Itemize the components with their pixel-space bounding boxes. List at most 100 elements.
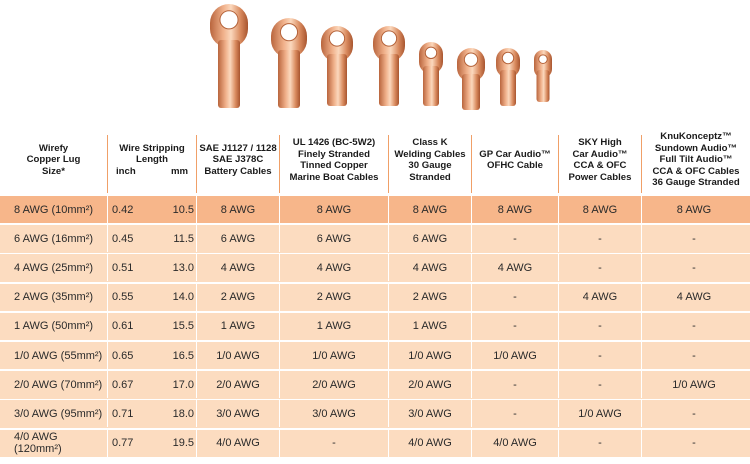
cell-divider (196, 254, 197, 282)
header-text: Finely Stranded (298, 148, 370, 160)
cell-divider (107, 400, 108, 428)
cell-divider (196, 225, 197, 253)
cell-ul: 1/0 AWG (312, 349, 356, 362)
cell-sae: 6 AWG (220, 232, 256, 245)
cell-inch: 0.51 (112, 261, 134, 274)
cell-divider (107, 371, 108, 399)
header-text: 36 Gauge Stranded (652, 177, 740, 189)
cell-gp: 4 AWG (497, 261, 533, 274)
cell-divider (471, 196, 472, 223)
header-divider (558, 135, 559, 193)
cell-inch: 0.45 (112, 232, 134, 245)
cell-gp: 4/0 AWG (493, 437, 537, 450)
cell-divider (471, 371, 472, 399)
header-divider (388, 135, 389, 193)
cell-inch: 0.61 (112, 320, 134, 333)
cell-sky: - (598, 349, 602, 362)
cell-divider (558, 196, 559, 223)
header-text: Full Tilt Audio™ (659, 154, 733, 166)
cell-sky: 8 AWG (582, 203, 618, 216)
copper-lug-icon (534, 50, 552, 102)
cell-divider (471, 254, 472, 282)
header-divider (107, 135, 108, 193)
cell-sky: 4 AWG (582, 291, 618, 304)
table-row: 1/0 AWG (55mm²) 0.65 16.5 1/0 AWG 1/0 AWG 1/0… (0, 342, 750, 371)
table-row: 3/0 AWG (95mm²) 0.71 18.0 3/0 AWG 3/0 AWG 3/0… (0, 400, 750, 429)
cell-knu: - (692, 437, 696, 450)
cell-size: 8 AWG (10mm²) (14, 203, 94, 216)
cell-mm: 10.5 (172, 203, 194, 216)
cell-gp: - (513, 291, 517, 304)
cell-divider (279, 225, 280, 253)
table-row: 1 AWG (50mm²) 0.61 15.5 1 AWG 1 AWG 1 AWG - - - (0, 312, 750, 342)
cell-ul: - (332, 437, 336, 450)
cell-classk: 2 AWG (412, 291, 448, 304)
cell-divider (641, 254, 642, 282)
cell-size: 4 AWG (25mm²) (14, 261, 94, 274)
cell-divider (107, 312, 108, 340)
header-unit-mm: mm (170, 165, 188, 177)
cell-divider (279, 283, 280, 311)
cell-ul: 2 AWG (316, 291, 352, 304)
cell-divider (388, 283, 389, 311)
table-row: 2/0 AWG (70mm²) 0.67 17.0 2/0 AWG 2/0 AWG 2/0… (0, 371, 750, 400)
header-text: Wirefy (38, 142, 69, 154)
cell-divider (388, 254, 389, 282)
cell-divider (641, 196, 642, 223)
cell-divider (641, 429, 642, 457)
cell-inch: 0.71 (112, 407, 134, 420)
header-text: Car Audio™ (572, 148, 628, 160)
cell-divider (641, 312, 642, 340)
header-text: OFHC Cable (487, 160, 543, 171)
cell-inch: 0.42 (112, 203, 134, 216)
cell-sky: - (598, 437, 602, 450)
header-text: Stranded (409, 171, 451, 183)
cell-sae: 1/0 AWG (216, 349, 260, 362)
cell-mm: 14.0 (172, 291, 194, 304)
copper-lug-icon (210, 4, 552, 110)
cell-ul: 6 AWG (316, 232, 352, 245)
header-text: SKY High (578, 137, 622, 148)
header-divider (641, 135, 642, 193)
cell-classk: 4/0 AWG (408, 437, 452, 450)
cell-divider (107, 254, 108, 282)
copper-lugs-image (0, 0, 750, 120)
cell-mm: 16.5 (172, 349, 194, 362)
cell-gp: - (513, 378, 517, 391)
cell-mm: 18.0 (172, 407, 194, 420)
cell-sae: 1 AWG (220, 320, 256, 333)
cell-classk: 1 AWG (412, 320, 448, 333)
cell-divider (196, 283, 197, 311)
header-lug-size: Wirefy Copper Lug Size* (0, 127, 107, 193)
header-text: Sundown Audio™ (654, 142, 738, 154)
cell-divider (279, 342, 280, 369)
cell-size: 2 AWG (35mm²) (14, 291, 94, 304)
cell-divider (558, 225, 559, 253)
copper-lug-icon (496, 48, 520, 106)
cell-divider (107, 342, 108, 369)
lug-size-table: Wirefy Copper Lug Size* Wire Stripping L… (0, 120, 750, 464)
cell-divider (196, 429, 197, 457)
cell-ul: 1 AWG (316, 320, 352, 333)
cell-mm: 13.0 (172, 261, 194, 274)
table-row: 2 AWG (35mm²) 0.55 14.0 2 AWG 2 AWG 2 AWG - 4 A… (0, 283, 750, 312)
cell-divider (641, 225, 642, 253)
table-row: 6 AWG (16mm²) 0.45 11.5 6 AWG 6 AWG 6 AWG - - - (0, 225, 750, 254)
cell-knu: - (692, 320, 696, 333)
header-text: Tinned Copper (300, 160, 368, 171)
header-text: SAE J378C (212, 154, 264, 166)
header-text: Wire Stripping (119, 142, 185, 154)
header-text: CCA & OFC (573, 160, 627, 171)
cell-knu: - (692, 407, 696, 420)
cell-divider (279, 196, 280, 223)
cell-divider (558, 283, 559, 311)
cell-sky: - (598, 261, 602, 274)
cell-classk: 1/0 AWG (408, 349, 452, 362)
cell-size: 1 AWG (50mm²) (14, 320, 94, 333)
cell-divider (196, 196, 197, 223)
cell-divider (558, 371, 559, 399)
cell-divider (471, 283, 472, 311)
header-wire-stripping: Wire Stripping Length inch mm (108, 127, 196, 193)
cell-inch: 0.67 (112, 378, 134, 391)
cell-sky: - (598, 378, 602, 391)
